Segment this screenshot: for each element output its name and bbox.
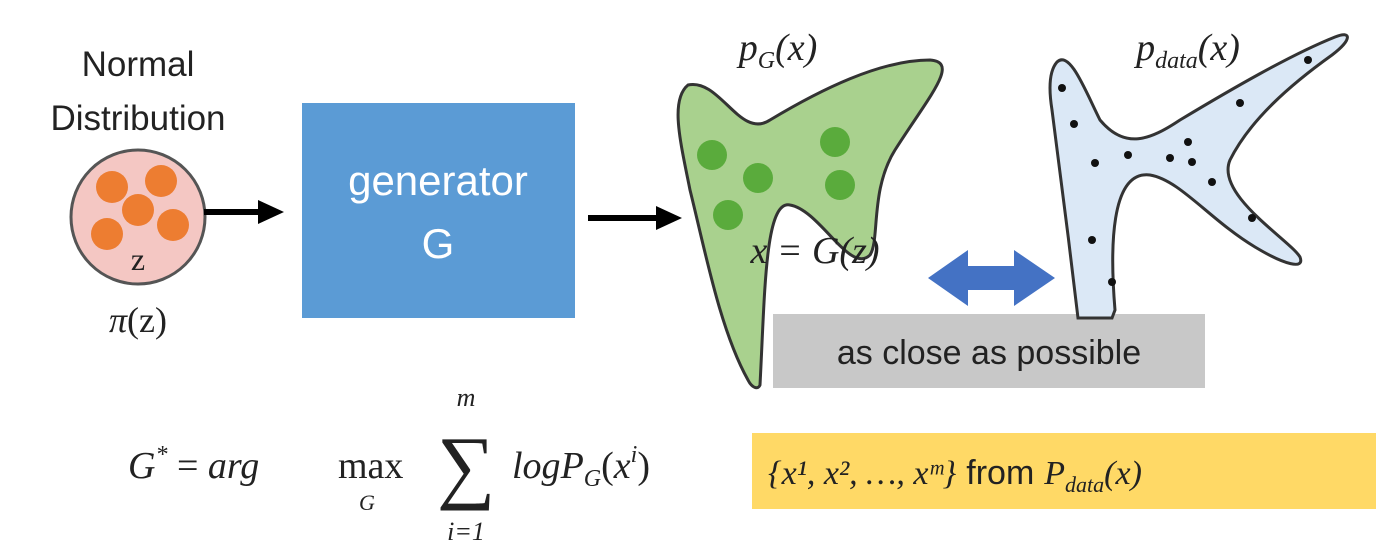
pg-title-p: p bbox=[736, 27, 758, 69]
latent-dot bbox=[122, 194, 154, 226]
mapping-label: x = G(z) bbox=[749, 230, 879, 272]
pg-title: pG(x) bbox=[736, 27, 818, 74]
latent-dot bbox=[145, 165, 177, 197]
objective-x: x bbox=[613, 445, 631, 487]
objective-open-paren: ( bbox=[601, 445, 614, 487]
distribution-label: Distribution bbox=[50, 99, 225, 138]
objective-lhs: G* = arg bbox=[128, 442, 259, 487]
pdata-sample bbox=[1091, 159, 1099, 167]
objective-arg: arg bbox=[208, 445, 259, 487]
pdata-sample bbox=[1088, 236, 1096, 244]
pdata-sample bbox=[1108, 278, 1116, 286]
pdata-sample bbox=[1208, 178, 1216, 186]
objective-rhs: logPG(xi) bbox=[512, 442, 650, 492]
objective-close-paren: ) bbox=[637, 445, 650, 487]
pdata-blob bbox=[1048, 33, 1349, 320]
pg-title-arg: (x) bbox=[775, 27, 817, 69]
pg-dot bbox=[743, 163, 773, 193]
generator-box bbox=[302, 103, 575, 318]
compare-double-arrow bbox=[928, 250, 1055, 306]
generator-block: generator G bbox=[302, 103, 575, 318]
samples-P: P bbox=[1043, 455, 1065, 492]
objective-formula: G* = arg max G ∑ m i=1 logPG(xi) bbox=[128, 383, 650, 546]
samples-P-sub: data bbox=[1065, 472, 1104, 497]
objective-P-sub: G bbox=[584, 466, 601, 492]
sum-lower-limit: i=1 bbox=[447, 517, 485, 546]
latent-dot bbox=[157, 209, 189, 241]
generator-letter: G bbox=[422, 220, 455, 267]
objective-star: * bbox=[155, 442, 167, 468]
objective-log: log bbox=[512, 445, 561, 487]
prior-arg: (z) bbox=[127, 300, 167, 340]
double-arrow-icon bbox=[928, 250, 1055, 306]
sum-upper-limit: m bbox=[457, 383, 476, 412]
close-label-block: as close as possible bbox=[773, 314, 1205, 388]
samples-block: {x¹, x², …, xᵐ} from Pdata(x) bbox=[752, 433, 1376, 509]
source-group: Normal Distribution z π(z) bbox=[50, 45, 225, 340]
pg-distribution: pG(x) x = G(z) bbox=[676, 27, 944, 390]
pdata-title-p: p bbox=[1133, 27, 1155, 69]
pdata-sample bbox=[1304, 56, 1312, 64]
latent-dot bbox=[96, 171, 128, 203]
prior-label: π(z) bbox=[109, 300, 167, 340]
close-label-box bbox=[773, 314, 1205, 388]
pg-title-sub: G bbox=[758, 48, 775, 74]
pg-dot bbox=[820, 127, 850, 157]
objective-max-under: G bbox=[359, 490, 375, 515]
samples-text: {x¹, x², …, xᵐ} from Pdata(x) bbox=[768, 454, 1142, 497]
pdata-sample bbox=[1166, 154, 1174, 162]
objective-equals: = bbox=[167, 445, 207, 487]
pdata-sample bbox=[1248, 214, 1256, 222]
arrow-to-pg bbox=[588, 206, 682, 230]
prior-pi: π bbox=[109, 300, 128, 340]
pdata-sample bbox=[1184, 138, 1192, 146]
pg-blob bbox=[676, 58, 944, 390]
objective-G: G bbox=[128, 445, 155, 487]
latent-z-letter: z bbox=[131, 241, 145, 277]
samples-from: from bbox=[966, 454, 1034, 492]
samples-arg: (x) bbox=[1104, 455, 1142, 492]
pg-dot bbox=[713, 200, 743, 230]
latent-dot bbox=[91, 218, 123, 250]
close-label-text: as close as possible bbox=[837, 334, 1141, 372]
pdata-sample bbox=[1236, 99, 1244, 107]
pdata-title-sub: data bbox=[1155, 48, 1198, 74]
objective-P: P bbox=[560, 445, 584, 487]
objective-x-sup: i bbox=[631, 442, 638, 468]
pdata-sample bbox=[1070, 120, 1078, 128]
pdata-sample bbox=[1124, 151, 1132, 159]
pdata-sample bbox=[1188, 158, 1196, 166]
arrow-to-generator bbox=[204, 200, 284, 224]
pg-dot bbox=[825, 170, 855, 200]
samples-box bbox=[752, 433, 1376, 509]
pdata-distribution: pdata(x) bbox=[1048, 27, 1349, 320]
sum-symbol: ∑ bbox=[437, 420, 495, 511]
samples-set: {x¹, x², …, xᵐ} bbox=[768, 455, 957, 492]
normal-label: Normal bbox=[82, 45, 195, 84]
pg-dot bbox=[697, 140, 727, 170]
pdata-sample bbox=[1058, 84, 1066, 92]
pdata-title: pdata(x) bbox=[1133, 27, 1240, 74]
pdata-title-arg: (x) bbox=[1198, 27, 1240, 69]
objective-max: max bbox=[338, 445, 403, 487]
generator-label: generator bbox=[348, 157, 528, 204]
